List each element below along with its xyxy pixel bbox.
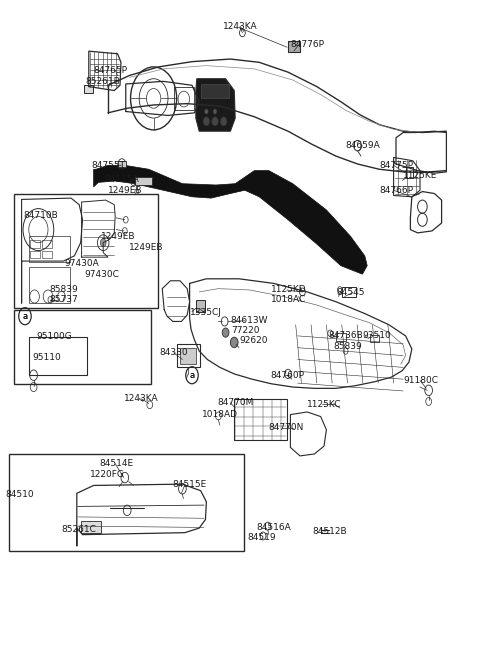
Text: a: a — [190, 371, 194, 380]
Text: 93510: 93510 — [362, 331, 391, 340]
Text: 1249EB: 1249EB — [108, 186, 143, 195]
Text: 1018AC: 1018AC — [271, 295, 306, 304]
Circle shape — [220, 117, 227, 126]
Text: 84512B: 84512B — [312, 527, 347, 536]
Text: 95100G: 95100G — [36, 332, 72, 341]
Text: 84736B: 84736B — [329, 331, 363, 340]
Circle shape — [222, 328, 229, 337]
Text: 91180C: 91180C — [403, 376, 438, 385]
Bar — [174, 87, 194, 110]
Text: 1249EB: 1249EB — [129, 243, 163, 253]
Polygon shape — [196, 79, 235, 131]
Text: 97430C: 97430C — [84, 270, 119, 279]
Bar — [42, 251, 52, 258]
Text: 95110: 95110 — [33, 353, 61, 362]
Text: a: a — [23, 312, 27, 321]
Text: 92620: 92620 — [239, 336, 267, 345]
Bar — [42, 240, 52, 248]
Bar — [14, 310, 151, 384]
Text: a: a — [23, 312, 27, 321]
Text: 84330: 84330 — [159, 348, 188, 358]
Bar — [196, 300, 205, 312]
Text: 84776P: 84776P — [290, 40, 324, 49]
Text: 1125KE: 1125KE — [403, 171, 438, 180]
Circle shape — [230, 337, 238, 348]
Text: 84766P: 84766P — [379, 186, 413, 195]
Circle shape — [212, 117, 218, 126]
Text: 85839: 85839 — [334, 342, 362, 351]
Circle shape — [213, 109, 217, 114]
Text: 84710B: 84710B — [23, 211, 58, 220]
Bar — [370, 335, 379, 342]
Bar — [406, 167, 413, 178]
Bar — [29, 267, 70, 303]
Circle shape — [203, 117, 210, 126]
Text: 1243KA: 1243KA — [223, 22, 257, 31]
Text: 85839: 85839 — [49, 285, 78, 294]
Text: 94115A: 94115A — [105, 174, 139, 184]
Circle shape — [100, 239, 106, 247]
Bar — [29, 337, 87, 375]
Bar — [342, 287, 356, 297]
Text: 84545: 84545 — [336, 288, 364, 297]
Text: 1125KC: 1125KC — [307, 400, 342, 409]
Polygon shape — [94, 165, 367, 274]
Bar — [81, 521, 101, 533]
Bar — [29, 236, 70, 262]
Bar — [30, 240, 40, 248]
Text: 84613W: 84613W — [230, 316, 268, 325]
Text: 84770N: 84770N — [269, 423, 304, 432]
Bar — [84, 85, 93, 93]
Text: 1243KA: 1243KA — [124, 394, 158, 403]
Text: 85261C: 85261C — [61, 525, 96, 534]
Text: 1249EB: 1249EB — [101, 232, 135, 241]
Text: 84510: 84510 — [6, 490, 35, 499]
Bar — [14, 194, 158, 308]
Text: 1220FG: 1220FG — [90, 470, 125, 479]
Bar — [177, 344, 200, 367]
Text: 1125KD: 1125KD — [271, 285, 307, 295]
Text: 84515E: 84515E — [173, 480, 207, 489]
Bar — [234, 399, 287, 440]
Text: 1018AD: 1018AD — [202, 410, 238, 419]
Text: 85261B: 85261B — [85, 77, 120, 87]
Text: 84659A: 84659A — [346, 141, 380, 150]
Text: 84755T: 84755T — [91, 161, 125, 170]
Text: 84775P: 84775P — [379, 161, 413, 170]
Bar — [135, 177, 152, 185]
Bar — [201, 84, 229, 98]
Text: a: a — [190, 371, 194, 380]
Text: 84765P: 84765P — [94, 66, 128, 75]
Bar — [118, 161, 126, 167]
Text: 84514E: 84514E — [100, 459, 134, 468]
Text: 97430A: 97430A — [65, 259, 99, 268]
Bar — [180, 348, 196, 364]
Circle shape — [204, 109, 208, 114]
Bar — [336, 333, 346, 341]
Text: 84519: 84519 — [247, 533, 276, 542]
Bar — [288, 41, 300, 52]
Bar — [9, 454, 244, 551]
Text: 84760P: 84760P — [270, 371, 304, 380]
Text: 84770M: 84770M — [217, 398, 253, 407]
Text: 85737: 85737 — [49, 295, 78, 304]
Text: 77220: 77220 — [231, 326, 260, 335]
Text: 84516A: 84516A — [257, 523, 291, 532]
Text: 1335CJ: 1335CJ — [190, 308, 221, 317]
Bar — [30, 251, 40, 258]
